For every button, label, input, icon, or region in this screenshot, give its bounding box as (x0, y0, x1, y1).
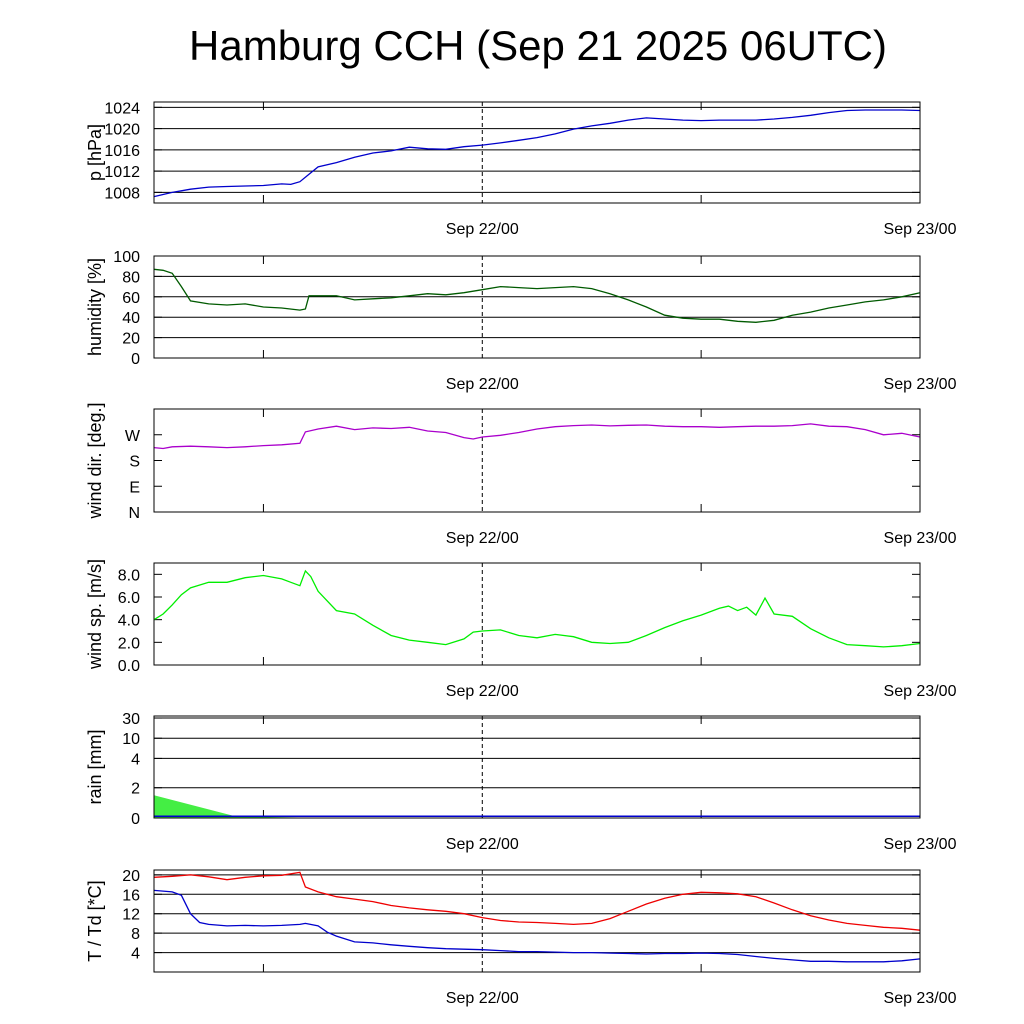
rain-ytick-label: 0 (131, 811, 140, 828)
rain-ytick-label: 2 (131, 781, 140, 798)
chart-title: Hamburg CCH (Sep 21 2025 06UTC) (189, 22, 887, 69)
wind-speed-ytick-label: 8.0 (118, 567, 140, 584)
humidity-ytick-label: 100 (113, 249, 140, 266)
wind-speed-ylabel: wind sp. [m/s] (85, 559, 105, 670)
temperature-ytick-label: 8 (131, 926, 140, 943)
rain-frame (153, 715, 921, 819)
wind-speed-line (153, 569, 921, 648)
rain-area (154, 795, 328, 818)
rain-date-label: Sep 23/00 (884, 836, 957, 853)
humidity-date-label: Sep 23/00 (884, 376, 957, 393)
dewpoint-line (153, 889, 921, 963)
temperature-ytick-label: 4 (131, 946, 140, 963)
pressure-date-label: Sep 23/00 (884, 221, 957, 238)
pressure-frame (153, 101, 921, 204)
wind-speed-frame (153, 562, 921, 666)
humidity-frame (153, 255, 921, 359)
pressure-date-label: Sep 22/00 (446, 221, 519, 238)
wind-dir-ytick-label: S (129, 454, 140, 471)
wind-speed-date-label: Sep 22/00 (446, 683, 519, 700)
temperature-date-label: Sep 23/00 (884, 990, 957, 1007)
wind-speed-ytick-label: 0.0 (118, 658, 140, 675)
wind-speed-date-label: Sep 23/00 (884, 683, 957, 700)
pressure-line (153, 109, 921, 198)
wind-dir-ytick-label: E (129, 479, 140, 496)
wind-dir-date-label: Sep 23/00 (884, 530, 957, 547)
rain-ytick-label: 10 (122, 731, 140, 748)
humidity-ytick-label: 0 (131, 351, 140, 368)
wind-dir-ytick-label: W (125, 428, 141, 445)
wind-speed-ytick-label: 2.0 (118, 635, 140, 652)
temperature-frame (153, 869, 921, 973)
temperature-ytick-label: 12 (122, 907, 140, 924)
pressure-ytick-label: 1012 (104, 164, 140, 181)
temperature-ytick-label: 20 (122, 868, 140, 885)
rain-ylabel: rain [mm] (85, 729, 105, 804)
temperature-ytick-label: 16 (122, 887, 140, 904)
humidity-ytick-label: 20 (122, 331, 140, 348)
humidity-line (153, 268, 921, 323)
wind-dir-ytick-label: N (128, 505, 140, 522)
wind-dir-date-label: Sep 22/00 (446, 530, 519, 547)
rain-date-label: Sep 22/00 (446, 836, 519, 853)
humidity-ytick-label: 80 (122, 269, 140, 286)
rain-ytick-label: 30 (122, 711, 140, 728)
humidity-ytick-label: 60 (122, 290, 140, 307)
rain-ytick-label: 4 (131, 751, 140, 768)
wind-dir-ylabel: wind dir. [deg.] (85, 402, 105, 519)
temperature-date-label: Sep 22/00 (446, 990, 519, 1007)
pressure-ytick-label: 1016 (104, 143, 140, 160)
humidity-ytick-label: 40 (122, 310, 140, 327)
pressure-ytick-label: 1008 (104, 185, 140, 202)
wind-dir-line (153, 423, 921, 450)
pressure-ylabel: p [hPa] (85, 124, 105, 181)
wind-dir-frame (153, 408, 921, 513)
wind-speed-ytick-label: 6.0 (118, 590, 140, 607)
wind-speed-ytick-label: 4.0 (118, 613, 140, 630)
temperature-ylabel: T / Td [*C] (85, 880, 105, 961)
temperature-line (153, 871, 921, 931)
pressure-ytick-label: 1020 (104, 122, 140, 139)
pressure-ytick-label: 1024 (104, 100, 140, 117)
humidity-date-label: Sep 22/00 (446, 376, 519, 393)
humidity-ylabel: humidity [%] (85, 258, 105, 356)
